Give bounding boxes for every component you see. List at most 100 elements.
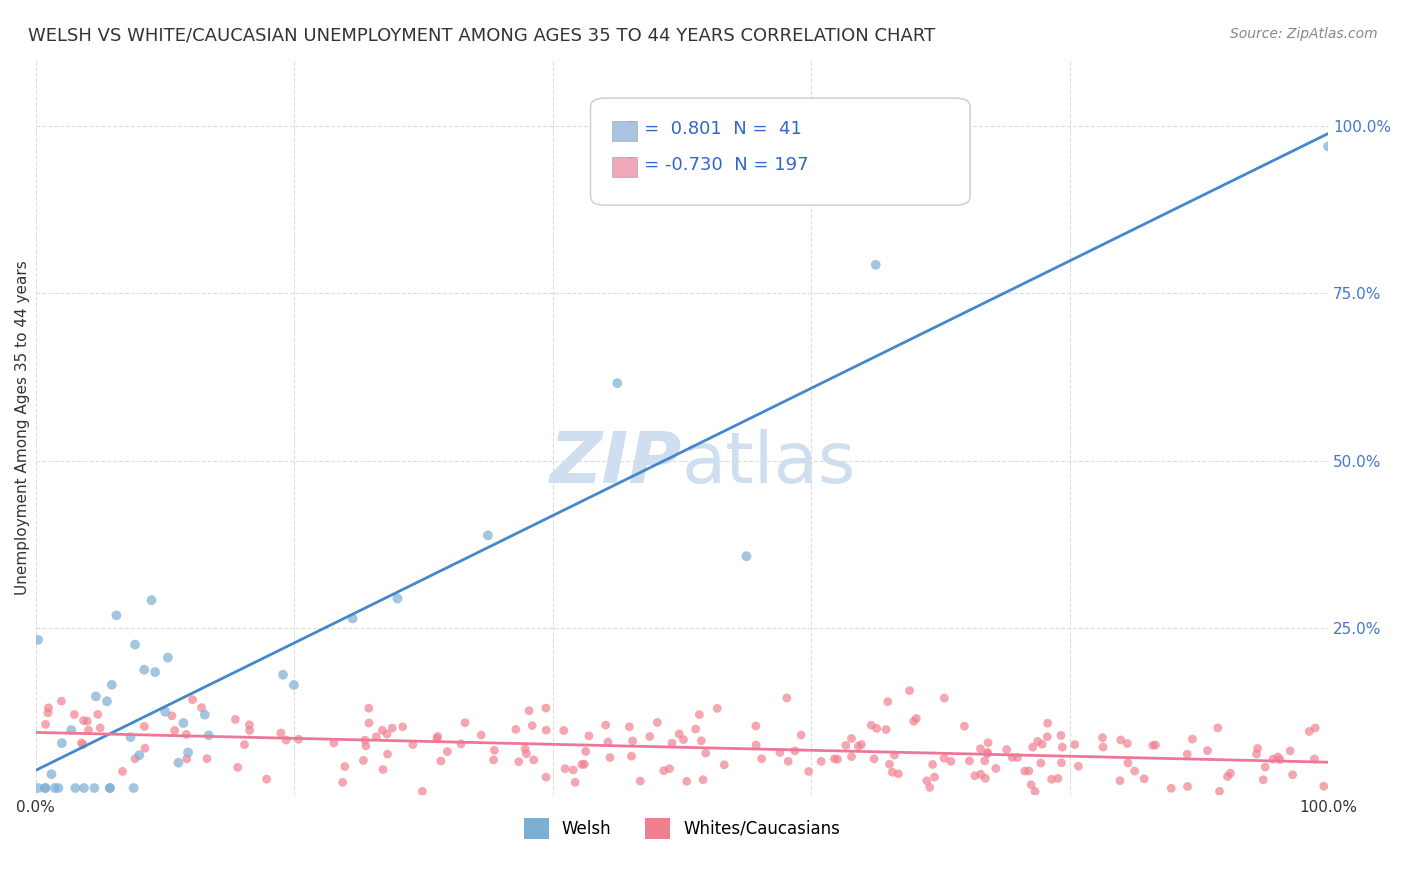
- Point: [620, 749, 643, 764]
- Point: [534, 701, 557, 715]
- Point: [564, 775, 586, 789]
- Point: [599, 750, 621, 764]
- Point: [98, 780, 121, 795]
- Point: [1036, 730, 1059, 744]
- Point: [619, 720, 641, 734]
- Point: [27, 632, 49, 647]
- Point: [276, 733, 298, 747]
- Point: [34, 717, 56, 731]
- Point: [84, 690, 107, 704]
- Point: [342, 611, 364, 625]
- Point: [167, 756, 190, 770]
- Point: [769, 746, 792, 760]
- Point: [371, 763, 394, 777]
- Point: [882, 765, 904, 780]
- Point: [1181, 732, 1204, 747]
- Point: [751, 752, 773, 766]
- Point: [1261, 752, 1284, 766]
- Point: [984, 762, 1007, 776]
- Point: [426, 731, 449, 746]
- Point: [224, 713, 246, 727]
- Point: [134, 719, 156, 733]
- Point: [534, 770, 557, 784]
- Point: [690, 733, 713, 747]
- Point: [934, 691, 956, 706]
- Point: [976, 745, 998, 759]
- Point: [903, 714, 925, 729]
- Point: [1001, 750, 1024, 764]
- Point: [195, 751, 218, 765]
- Point: [841, 731, 863, 746]
- Point: [1303, 752, 1326, 766]
- Point: [905, 712, 928, 726]
- Point: [835, 739, 858, 753]
- Point: [37, 706, 59, 720]
- Point: [522, 719, 544, 733]
- Point: [515, 747, 537, 761]
- Point: [233, 738, 256, 752]
- Point: [333, 759, 356, 773]
- Point: [51, 694, 73, 708]
- Point: [124, 638, 146, 652]
- Point: [1279, 744, 1302, 758]
- Point: [1133, 772, 1156, 786]
- Point: [685, 722, 707, 736]
- Point: [1267, 750, 1289, 764]
- Point: [89, 721, 111, 735]
- Point: [402, 738, 425, 752]
- Point: [562, 763, 585, 777]
- Point: [153, 705, 176, 719]
- Point: [628, 774, 651, 789]
- Point: [366, 730, 388, 744]
- Text: R =  0.801  N =  41: R = 0.801 N = 41: [626, 120, 801, 138]
- Point: [939, 755, 962, 769]
- Point: [797, 764, 820, 779]
- Point: [160, 708, 183, 723]
- Point: [27, 780, 49, 795]
- Point: [1123, 764, 1146, 778]
- Point: [898, 683, 921, 698]
- Point: [1109, 773, 1132, 788]
- Text: Source: ZipAtlas.com: Source: ZipAtlas.com: [1230, 27, 1378, 41]
- Point: [83, 780, 105, 795]
- Point: [1160, 781, 1182, 796]
- Point: [921, 757, 943, 772]
- Point: [915, 773, 938, 788]
- Point: [163, 723, 186, 738]
- Point: [141, 593, 163, 607]
- Point: [688, 707, 710, 722]
- Point: [969, 767, 991, 781]
- Point: [134, 741, 156, 756]
- Point: [523, 753, 546, 767]
- Point: [879, 757, 901, 772]
- Point: [1175, 747, 1198, 761]
- Point: [957, 754, 980, 768]
- Text: ZIP: ZIP: [550, 429, 682, 499]
- Point: [256, 772, 278, 786]
- Point: [578, 729, 600, 743]
- Point: [436, 745, 458, 759]
- Point: [977, 736, 1000, 750]
- Point: [695, 746, 717, 760]
- Point: [60, 723, 83, 737]
- Point: [953, 719, 976, 733]
- Point: [98, 780, 121, 795]
- Point: [177, 746, 200, 760]
- Point: [645, 715, 668, 730]
- Point: [675, 774, 697, 789]
- Point: [322, 736, 344, 750]
- Point: [357, 716, 380, 731]
- Legend: Welsh, Whites/Caucasians: Welsh, Whites/Caucasians: [517, 812, 846, 846]
- Point: [918, 780, 941, 795]
- Point: [621, 734, 644, 748]
- Point: [238, 718, 260, 732]
- Point: [287, 732, 309, 747]
- Point: [513, 741, 536, 756]
- Point: [172, 716, 194, 731]
- Point: [197, 728, 219, 742]
- Point: [866, 722, 889, 736]
- Point: [1317, 139, 1340, 153]
- Point: [883, 747, 905, 762]
- Text: R = -0.730  N = 197: R = -0.730 N = 197: [626, 156, 808, 174]
- Point: [176, 727, 198, 741]
